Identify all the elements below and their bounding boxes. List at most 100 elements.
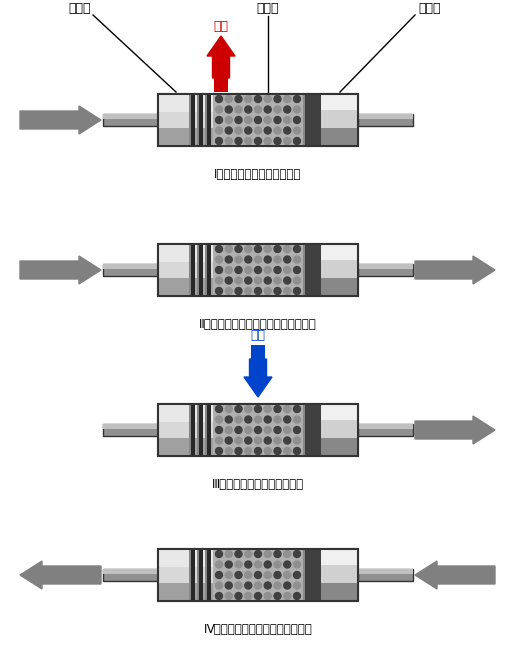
Circle shape [274,116,281,123]
Circle shape [284,96,291,103]
Circle shape [235,416,242,423]
Circle shape [274,448,281,455]
Circle shape [294,550,300,557]
Circle shape [274,426,281,433]
FancyArrow shape [415,416,495,444]
Circle shape [254,287,262,295]
Bar [205,244,207,296]
Circle shape [294,406,300,413]
Circle shape [225,416,232,423]
Bar [197,549,198,601]
Circle shape [284,572,291,579]
Circle shape [235,437,242,444]
Circle shape [225,267,232,273]
Circle shape [235,448,242,455]
Circle shape [274,287,281,295]
Circle shape [225,582,232,589]
Bar [197,404,203,456]
Circle shape [284,592,291,599]
Circle shape [284,561,291,568]
Circle shape [245,561,252,568]
Circle shape [274,572,281,579]
Circle shape [254,592,262,599]
Circle shape [225,127,232,134]
Circle shape [225,561,232,568]
Circle shape [294,138,300,145]
Bar [158,438,213,456]
Circle shape [264,96,271,103]
Bar [103,424,158,429]
Bar [205,94,211,146]
Bar [358,114,413,119]
Circle shape [245,448,252,455]
Bar [213,244,303,296]
Circle shape [254,106,262,113]
Circle shape [235,426,242,433]
Circle shape [254,416,262,423]
Bar [213,404,303,456]
Circle shape [254,448,262,455]
Circle shape [254,277,262,284]
Bar [189,404,195,456]
Text: Ⅳ．ガスの移動・蓄冷器への蓄冷: Ⅳ．ガスの移動・蓄冷器への蓄冷 [203,623,313,636]
Circle shape [254,245,262,253]
Bar [189,549,195,601]
Bar [197,244,203,296]
Bar [158,549,213,567]
Bar [358,569,413,574]
Circle shape [294,426,300,433]
Bar [189,94,191,146]
FancyArrow shape [20,256,101,284]
Bar [303,94,321,146]
Bar [303,404,321,456]
Text: 吸熱: 吸熱 [250,329,266,342]
Text: 蓄冷器: 蓄冷器 [257,3,279,16]
Bar [158,94,358,146]
Bar [197,404,198,456]
Bar [303,244,321,296]
Circle shape [245,426,252,433]
Bar [158,278,213,296]
Circle shape [264,116,271,123]
Circle shape [264,550,271,557]
FancyArrow shape [415,561,495,589]
Circle shape [294,582,300,589]
Circle shape [264,106,271,113]
Circle shape [215,582,222,589]
Circle shape [264,127,271,134]
Circle shape [215,572,222,579]
Bar [251,345,265,359]
Circle shape [235,406,242,413]
Circle shape [225,116,232,123]
Circle shape [284,127,291,134]
Bar [158,94,213,112]
Circle shape [235,267,242,273]
Circle shape [294,106,300,113]
Circle shape [264,582,271,589]
Circle shape [264,561,271,568]
Circle shape [264,572,271,579]
Bar [158,549,358,601]
Circle shape [254,267,262,273]
Circle shape [225,256,232,263]
Circle shape [245,267,252,273]
Circle shape [274,550,281,557]
Circle shape [294,127,300,134]
Circle shape [215,416,222,423]
Bar [321,128,358,146]
Bar [103,569,158,574]
Circle shape [284,582,291,589]
Circle shape [294,437,300,444]
FancyArrow shape [207,36,235,78]
Circle shape [284,406,291,413]
Circle shape [274,127,281,134]
Bar [358,264,413,269]
Bar [189,549,191,601]
Bar [321,583,358,601]
Circle shape [264,245,271,253]
Bar [205,244,211,296]
Circle shape [245,416,252,423]
Bar [321,549,358,565]
Circle shape [225,437,232,444]
Circle shape [235,127,242,134]
